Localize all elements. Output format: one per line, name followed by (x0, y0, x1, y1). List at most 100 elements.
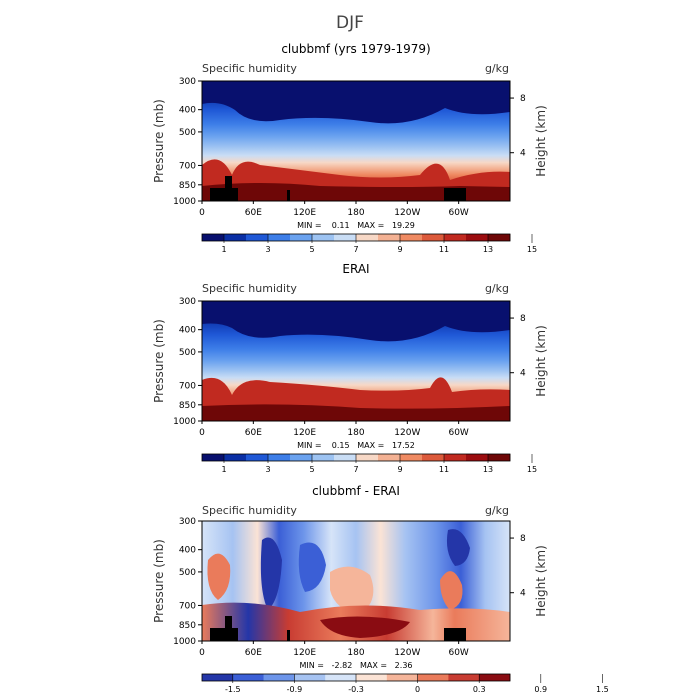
y-tick-label: 700 (179, 161, 196, 171)
panel-title: ERAI (342, 262, 369, 276)
colorbar-swatch (378, 454, 401, 461)
right-tick-label: 4 (520, 149, 526, 159)
colorbar-tick-label: 0.9 (534, 685, 547, 694)
colorbar-tick-label: 9 (397, 245, 402, 254)
right-axis: 84 (510, 534, 526, 599)
contour-negative-anomaly (446, 529, 470, 566)
x-axis: 0 60E 120E 180 120W 60W (199, 641, 469, 658)
colorbar-swatch (202, 234, 225, 241)
colorbar-tick-label: 5 (309, 465, 314, 474)
colorbar-swatch (263, 674, 295, 681)
contour-positive-anomaly (330, 566, 374, 615)
colorbar-swatch (202, 674, 234, 681)
colorbar-tick-label: 15 (527, 245, 537, 254)
colorbar-tick-label: 15 (527, 465, 537, 474)
y-tick-label: 500 (179, 568, 196, 578)
colorbar-tick-label: 3 (265, 245, 270, 254)
topography (287, 190, 290, 201)
colorbar-swatch (422, 454, 445, 461)
page-title: DJF (336, 13, 364, 33)
topography (210, 616, 238, 641)
colorbar-tick-label: -1.5 (225, 685, 241, 694)
colorbar-tick-label: 13 (483, 245, 493, 254)
panel-right-label: g/kg (485, 62, 509, 75)
stats-label: MIN = -2.82 MAX = 2.36 (300, 661, 413, 670)
x-tick-label: 60W (448, 428, 468, 438)
colorbar-tick-label: -0.9 (287, 685, 303, 694)
colorbar-swatch (466, 234, 489, 241)
y-tick-label: 300 (179, 77, 196, 87)
panel-right-label: g/kg (485, 504, 509, 517)
x-tick-label: 120W (394, 208, 420, 218)
colorbar-swatch (479, 674, 511, 681)
colorbar-tick-label: 1 (221, 245, 226, 254)
colorbar-tick-label: 5 (309, 245, 314, 254)
contour-moist-core (202, 404, 510, 421)
colorbar-swatch (290, 454, 313, 461)
contour-dry-region (202, 301, 510, 342)
x-tick-label: 0 (199, 208, 205, 218)
x-tick-label: 0 (199, 648, 205, 658)
x-axis: 0 60E 120E 180 120W 60W (199, 421, 469, 438)
colorbar-swatch (444, 454, 467, 461)
colorbar-swatch (232, 674, 264, 681)
right-axis-label: Height (km) (534, 325, 548, 396)
colorbar-swatch (268, 234, 291, 241)
panel-left-label: Specific humidity (202, 504, 297, 517)
y-axis: 300 400 500 700 850 1000 (173, 77, 202, 207)
y-tick-label: 500 (179, 128, 196, 138)
right-axis-label: Height (km) (534, 105, 548, 176)
colorbar: 1 3 5 7 9 11 13 15 (201, 233, 537, 254)
colorbar-swatch (325, 674, 357, 681)
colorbar-swatch (246, 454, 269, 461)
colorbar-tick-label: 0.3 (473, 685, 486, 694)
y-tick-label: 1000 (173, 197, 196, 207)
x-tick-label: 180 (347, 428, 364, 438)
stats-label: MIN = 0.15 MAX = 17.52 (297, 441, 415, 450)
x-tick-label: 180 (347, 648, 364, 658)
stats-label: MIN = 0.11 MAX = 19.29 (297, 221, 415, 230)
y-axis-label: Pressure (mb) (152, 319, 166, 403)
panel-2: ERAI Specific humidity g/kg 300400500700… (152, 262, 548, 474)
colorbar-swatch (488, 234, 511, 241)
y-tick-label: 1000 (173, 417, 196, 427)
right-axis: 84 (510, 94, 526, 159)
x-tick-label: 0 (199, 428, 205, 438)
colorbar-swatch (400, 454, 423, 461)
y-axis: 300 400 500 700 850 1000 (173, 297, 202, 427)
x-tick-label: 120W (394, 428, 420, 438)
y-tick-label: 400 (179, 326, 196, 336)
panel-right-label: g/kg (485, 282, 509, 295)
colorbar-swatch (202, 454, 225, 461)
right-axis-label: Height (km) (534, 545, 548, 616)
colorbar-swatch (488, 454, 511, 461)
right-axis: 84 (510, 314, 526, 379)
colorbar-swatch (356, 234, 379, 241)
y-tick-label: 700 (179, 381, 196, 391)
colorbar-swatch (334, 234, 357, 241)
panel-3: clubbmf - ERAI Specific humidity g/kg 30… (152, 484, 609, 694)
x-tick-label: 120E (293, 428, 316, 438)
right-tick-label: 8 (520, 534, 526, 544)
topography (210, 176, 238, 201)
panel-left-label: Specific humidity (202, 62, 297, 75)
colorbar-swatch (224, 234, 247, 241)
colorbar-swatch (386, 674, 418, 681)
colorbar-swatch (334, 454, 357, 461)
colorbar-tick-label: 11 (439, 245, 449, 254)
contour-dry-region (202, 81, 510, 124)
right-tick-label: 4 (520, 369, 526, 379)
colorbar-swatch (312, 234, 335, 241)
colorbar-swatch (294, 674, 326, 681)
colorbar-tick-label: 11 (439, 465, 449, 474)
colorbar: 1 3 5 7 9 11 13 15 (201, 453, 537, 474)
contour-negative-anomaly (260, 537, 282, 610)
colorbar-swatch (422, 234, 445, 241)
colorbar-swatch (224, 454, 247, 461)
y-axis: 300 400 500 700 850 1000 (173, 517, 202, 647)
right-tick-label: 4 (520, 589, 526, 599)
y-tick-label: 850 (179, 181, 196, 191)
panel-left-label: Specific humidity (202, 282, 297, 295)
colorbar-swatch (312, 454, 335, 461)
